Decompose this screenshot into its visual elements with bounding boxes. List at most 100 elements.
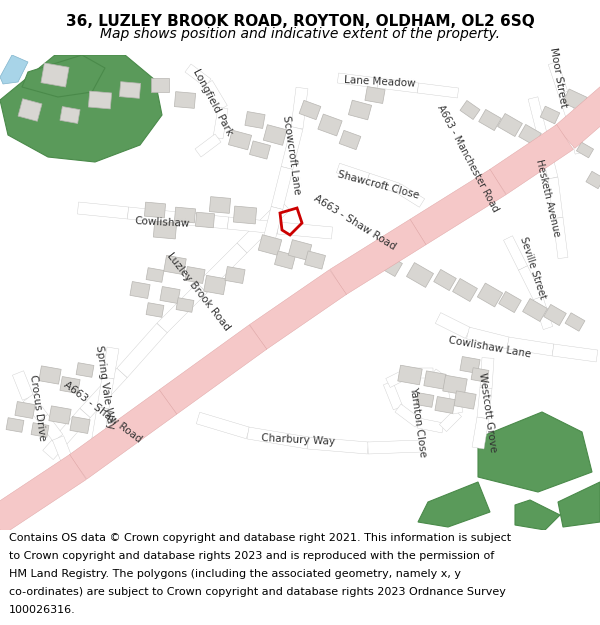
Polygon shape: [160, 286, 180, 304]
Text: Yarnton Close: Yarnton Close: [408, 386, 428, 458]
Polygon shape: [15, 401, 35, 419]
Text: Longfield Park: Longfield Park: [191, 67, 235, 137]
Polygon shape: [299, 101, 321, 119]
Polygon shape: [80, 368, 127, 418]
Polygon shape: [395, 184, 425, 208]
Polygon shape: [568, 122, 585, 154]
Polygon shape: [261, 206, 283, 249]
Polygon shape: [277, 222, 332, 239]
Polygon shape: [318, 114, 342, 136]
Polygon shape: [146, 268, 164, 282]
Polygon shape: [258, 234, 282, 256]
Polygon shape: [0, 55, 28, 84]
Polygon shape: [408, 368, 433, 378]
Polygon shape: [454, 391, 476, 409]
Polygon shape: [145, 202, 166, 218]
Text: Shawcroft Close: Shawcroft Close: [336, 169, 420, 201]
Polygon shape: [274, 251, 296, 269]
Polygon shape: [435, 396, 455, 414]
Polygon shape: [185, 266, 205, 284]
Polygon shape: [528, 97, 548, 139]
Polygon shape: [164, 256, 186, 274]
Polygon shape: [383, 381, 403, 410]
Polygon shape: [436, 312, 470, 338]
Polygon shape: [430, 369, 456, 392]
Polygon shape: [477, 388, 492, 419]
Polygon shape: [77, 202, 128, 219]
Polygon shape: [159, 325, 267, 414]
Polygon shape: [548, 177, 563, 219]
Polygon shape: [271, 166, 293, 209]
Polygon shape: [552, 344, 598, 362]
Polygon shape: [87, 437, 104, 469]
Polygon shape: [565, 312, 585, 331]
Polygon shape: [558, 482, 600, 527]
Polygon shape: [178, 212, 229, 229]
Text: Crocus Drive: Crocus Drive: [28, 374, 47, 442]
Text: Map shows position and indicative extent of the property.: Map shows position and indicative extent…: [100, 28, 500, 41]
Polygon shape: [227, 217, 278, 234]
Polygon shape: [586, 171, 600, 189]
Polygon shape: [229, 130, 251, 150]
Text: co-ordinates) are subject to Crown copyright and database rights 2023 Ordnance S: co-ordinates) are subject to Crown copyr…: [9, 587, 506, 597]
Polygon shape: [151, 78, 169, 92]
Polygon shape: [60, 106, 80, 124]
Polygon shape: [518, 266, 542, 300]
Polygon shape: [418, 482, 490, 527]
Polygon shape: [577, 142, 593, 158]
Polygon shape: [69, 390, 177, 479]
Polygon shape: [368, 440, 422, 454]
Polygon shape: [175, 92, 196, 108]
Polygon shape: [439, 409, 461, 431]
Polygon shape: [117, 323, 167, 378]
Polygon shape: [308, 437, 368, 454]
Polygon shape: [49, 406, 71, 424]
Polygon shape: [523, 299, 547, 321]
Polygon shape: [209, 197, 230, 213]
Polygon shape: [127, 207, 179, 224]
Polygon shape: [92, 407, 109, 439]
Polygon shape: [424, 371, 446, 389]
Polygon shape: [337, 73, 379, 88]
Polygon shape: [304, 251, 326, 269]
Polygon shape: [386, 369, 410, 388]
Polygon shape: [39, 366, 61, 384]
Polygon shape: [6, 418, 24, 432]
Polygon shape: [434, 269, 456, 291]
Polygon shape: [38, 414, 63, 442]
Polygon shape: [13, 371, 34, 400]
Text: Contains OS data © Crown copyright and database right 2021. This information is : Contains OS data © Crown copyright and d…: [9, 533, 511, 543]
Polygon shape: [507, 337, 554, 356]
Polygon shape: [377, 254, 403, 276]
Polygon shape: [263, 124, 287, 146]
Polygon shape: [553, 217, 568, 259]
Polygon shape: [349, 100, 371, 120]
Text: Cowlishaw Lane: Cowlishaw Lane: [448, 335, 532, 359]
Polygon shape: [195, 134, 221, 157]
Text: Scowcroft Lane: Scowcroft Lane: [281, 115, 302, 195]
Polygon shape: [281, 126, 303, 169]
Polygon shape: [146, 302, 164, 318]
Polygon shape: [154, 221, 176, 239]
Polygon shape: [339, 131, 361, 149]
Polygon shape: [460, 101, 480, 119]
Polygon shape: [479, 109, 501, 131]
Polygon shape: [204, 81, 227, 111]
Polygon shape: [499, 291, 521, 312]
Polygon shape: [60, 376, 80, 394]
Polygon shape: [102, 347, 119, 379]
Text: Hesketh Avenue: Hesketh Avenue: [534, 158, 562, 238]
Polygon shape: [196, 213, 215, 228]
Polygon shape: [23, 394, 48, 422]
Polygon shape: [533, 296, 553, 329]
Polygon shape: [538, 137, 558, 179]
Polygon shape: [233, 206, 257, 224]
Polygon shape: [406, 262, 434, 288]
Polygon shape: [519, 124, 541, 146]
Polygon shape: [70, 416, 90, 434]
Text: A663 - Manchester Road: A663 - Manchester Road: [436, 102, 500, 213]
Polygon shape: [337, 163, 370, 182]
Polygon shape: [395, 404, 421, 427]
Polygon shape: [88, 91, 112, 109]
Polygon shape: [540, 106, 560, 124]
